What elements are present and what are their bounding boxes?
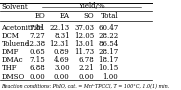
Text: DMF: DMF xyxy=(1,48,19,56)
Text: 4.69: 4.69 xyxy=(54,56,70,64)
Text: EO: EO xyxy=(35,12,45,20)
Text: 7.81: 7.81 xyxy=(30,24,45,32)
Text: 37.03: 37.03 xyxy=(74,24,94,32)
Text: 1.00: 1.00 xyxy=(102,73,118,81)
Text: 28.17: 28.17 xyxy=(98,48,118,56)
Text: 3.00: 3.00 xyxy=(54,64,70,72)
Text: 0.00: 0.00 xyxy=(78,73,94,81)
Text: 2.21: 2.21 xyxy=(78,64,94,72)
Text: 18.17: 18.17 xyxy=(98,56,118,64)
Text: 10.15: 10.15 xyxy=(98,64,118,72)
Text: Reaction conditions: PhIO, cat. = MnᴵᶜTPCCl, T = 100°C, 1.0(1) min.: Reaction conditions: PhIO, cat. = MnᴵᶜTP… xyxy=(1,84,170,89)
Text: 28.22: 28.22 xyxy=(98,32,118,40)
Text: DCM: DCM xyxy=(1,32,19,40)
Text: DMAc: DMAc xyxy=(1,56,23,64)
Text: Solvent: Solvent xyxy=(1,3,28,11)
Text: 60.47: 60.47 xyxy=(98,24,118,32)
Text: Acetonitrile: Acetonitrile xyxy=(1,24,43,32)
Text: 12.31: 12.31 xyxy=(50,40,70,48)
Text: 0.00: 0.00 xyxy=(30,73,45,81)
Text: Yield/%: Yield/% xyxy=(78,2,104,10)
Text: SO: SO xyxy=(83,12,94,20)
Text: 86.54: 86.54 xyxy=(98,40,118,48)
Text: EA: EA xyxy=(60,12,70,20)
Text: 22.13: 22.13 xyxy=(50,24,70,32)
Text: 0.89: 0.89 xyxy=(54,48,70,56)
Text: 0.65: 0.65 xyxy=(30,48,45,56)
Text: 12.05: 12.05 xyxy=(74,32,94,40)
Text: 0.00: 0.00 xyxy=(54,73,70,81)
Text: 8.31: 8.31 xyxy=(54,32,70,40)
Text: 6.78: 6.78 xyxy=(78,56,94,64)
Text: 7.27: 7.27 xyxy=(30,32,45,40)
Text: 7.15: 7.15 xyxy=(30,56,45,64)
Text: 12.38: 12.38 xyxy=(25,40,45,48)
Text: 6.88: 6.88 xyxy=(30,64,45,72)
Text: 11.73: 11.73 xyxy=(74,48,94,56)
Text: Toluene: Toluene xyxy=(1,40,29,48)
Text: Total: Total xyxy=(101,12,118,20)
Text: THF: THF xyxy=(1,64,17,72)
Text: DMSO: DMSO xyxy=(1,73,25,81)
Text: 13.01: 13.01 xyxy=(74,40,94,48)
